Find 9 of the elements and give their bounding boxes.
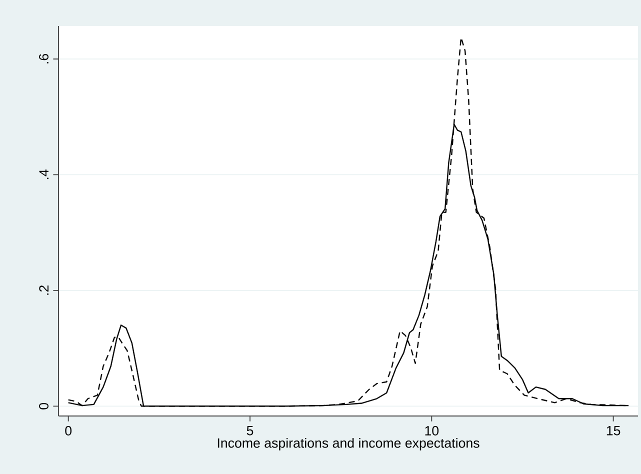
- x-tick-label: 5: [246, 426, 254, 436]
- x-tick-label: 15: [606, 426, 620, 436]
- x-axis-title: Income aspirations and income expectations: [218, 438, 480, 450]
- y-tick-label: .2: [39, 286, 48, 295]
- y-tick-label: 0: [39, 402, 48, 410]
- x-tick-label: 0: [65, 426, 72, 436]
- y-tick-label: .4: [39, 170, 48, 180]
- y-tick-label: .6: [39, 54, 48, 64]
- x-tick-label: 10: [425, 426, 439, 436]
